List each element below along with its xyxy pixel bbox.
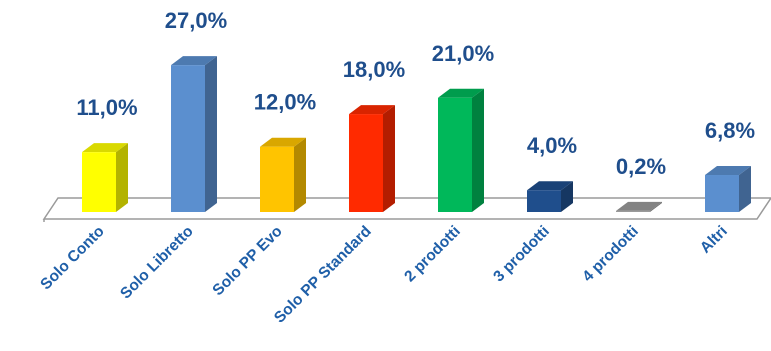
category-label-5: 3 prodotti (490, 223, 553, 286)
bar-top-3 (349, 105, 395, 115)
bar-side-6 (650, 201, 662, 212)
bar-top-1 (171, 56, 217, 66)
bar-top-2 (260, 137, 306, 147)
floor-plane (42, 197, 771, 220)
bar-1 (171, 65, 205, 213)
bar-side-7 (739, 166, 751, 212)
bar-side-5 (561, 181, 573, 212)
bar-top-5 (527, 181, 573, 191)
bar-6 (616, 210, 650, 212)
category-label-2: Solo PP Evo (209, 223, 285, 299)
bar-0 (82, 152, 116, 212)
bar-3 (349, 114, 383, 212)
data-labels-group: 11,0% 27,0% 12,0% 18,0% 21,0% 4,0% 0,2% 6,8% (76, 8, 755, 179)
category-label-3: Solo PP Standard (271, 223, 375, 327)
bar-5 (527, 190, 561, 212)
bar-2 (260, 146, 294, 212)
category-label-1: Solo Libretto (117, 223, 197, 303)
data-label-3: 18,0% (343, 57, 405, 82)
data-label-6: 0,2% (616, 154, 666, 179)
bar-top-6 (616, 201, 662, 211)
bar-side-0 (116, 143, 128, 212)
data-label-0: 11,0% (76, 95, 137, 120)
category-label-6: 4 prodotti (579, 223, 642, 286)
data-label-4: 21,0% (432, 41, 494, 66)
category-label-0: Solo Conto (37, 223, 107, 293)
category-label-7: Altri (697, 223, 731, 257)
chart-floor (42, 197, 771, 222)
bar-4 (438, 97, 472, 212)
bar-side-2 (294, 137, 306, 212)
category-label-4: 2 prodotti (401, 223, 464, 286)
bar-top-4 (438, 88, 484, 98)
data-label-5: 4,0% (527, 133, 577, 158)
data-label-7: 6,8% (705, 118, 755, 143)
bars-group (82, 56, 751, 213)
bar-7 (705, 175, 739, 212)
bar-side-4 (472, 88, 484, 212)
bar-side-3 (383, 105, 395, 212)
bar-top-7 (705, 166, 751, 176)
bar-side-1 (205, 56, 217, 213)
bar-top-0 (82, 143, 128, 153)
data-label-2: 12,0% (254, 90, 316, 115)
data-label-1: 27,0% (165, 8, 227, 33)
